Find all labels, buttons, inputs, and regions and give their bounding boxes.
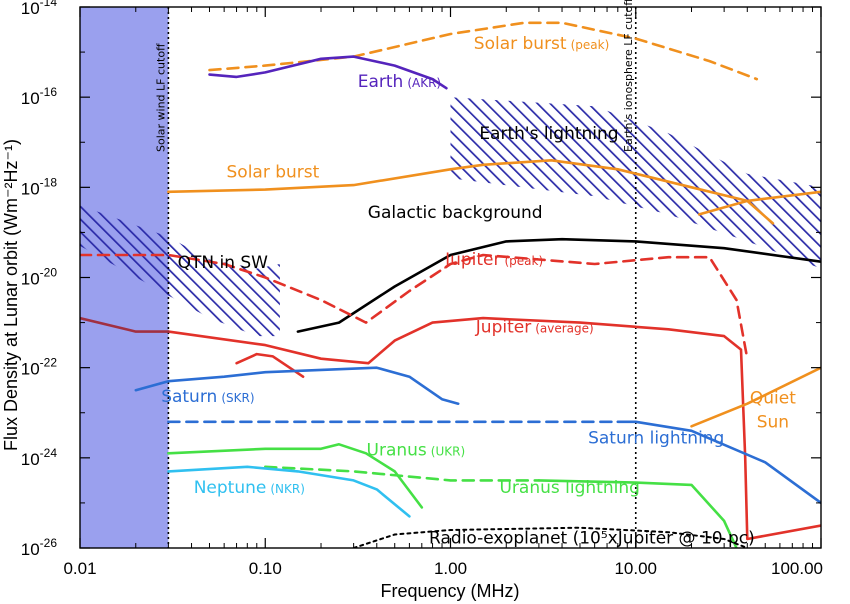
series-uranus-lightning-solid [537,479,738,548]
x-axis-title: Frequency (MHz) [380,581,519,601]
series-uranus-ukr [167,443,424,509]
y-tick-label: 10-16 [21,85,58,108]
y-tick-label: 10-22 [21,356,58,379]
label-uranus-ukr: Uranus (UKR) [367,441,466,461]
x-tick-label: 0.10 [249,559,282,578]
label-qtn-in-sw: QTN in SW [178,253,269,273]
label-solar-burst: Solar burst [227,162,320,182]
x-tick-label: 0.01 [63,559,96,578]
y-axis-title: Flux Density at Lunar orbit (Wm⁻²Hz⁻¹) [1,139,21,451]
label-uranus-lightning: Uranus lightning [499,478,639,498]
cutoff-label-earth-s-ionosphere-lf-cutoff: Earth's ionosphere LF cutoff [622,0,635,152]
series-jupiter-bump [235,352,305,378]
series-saturn-skr [134,366,460,405]
label-galactic-background: Galactic background [368,203,543,223]
label-saturn-lightning: Saturn lightning [588,428,724,448]
label-neptune-nkr: Neptune (NKR) [194,478,305,498]
y-tick-label: 10-18 [21,175,58,198]
series-jupiter-average [167,316,821,541]
cutoff-label-solar-wind-lf-cutoff: Solar wind LF cutoff [154,43,167,152]
y-tick-label: 10-14 [21,0,58,18]
label-radio-exoplanet-10-xjupiter-10-pc: Radio-exoplanet (10⁵xJupiter @ 10 pc) [429,528,755,548]
hatched-region-qtn-in-sw [80,205,280,337]
series-earth-akr [208,55,448,90]
x-tick-label: 1.00 [434,559,467,578]
series-saturn-lightning-solid [616,420,821,505]
y-tick-label: 10-24 [21,446,58,469]
label-solar-burst-peak: Solar burst (peak) [474,34,609,54]
y-tick-label: 10-20 [21,266,58,289]
label-earth-s-lightning: Earth's lightning [479,124,618,144]
series-uranus-lightning [264,465,541,482]
label-jupiter-average: Jupiter (average) [475,318,594,338]
series-quiet [690,366,821,428]
label-quiet: Quiet [750,389,796,409]
series-solar-burst-branch [697,199,775,225]
series-solar-burst [167,159,821,203]
series-radio-exoplanet [352,526,749,548]
series-galactic-background [296,237,821,333]
series-jupiter-low-frequency [80,316,170,333]
x-tick-label: 10.00 [614,559,657,578]
y-tick-label: 10-26 [21,536,58,559]
label-sun: Sun [757,413,789,433]
label-earth-akr: Earth (AKR) [358,72,441,92]
label-jupiter-peak: Jupiter (peak) [444,250,543,270]
x-tick-label: 100.00 [771,559,823,578]
label-saturn-skr: Saturn (SKR) [161,387,254,407]
series-neptune-nkr [167,465,411,518]
series-jupiter-peak [80,253,749,360]
